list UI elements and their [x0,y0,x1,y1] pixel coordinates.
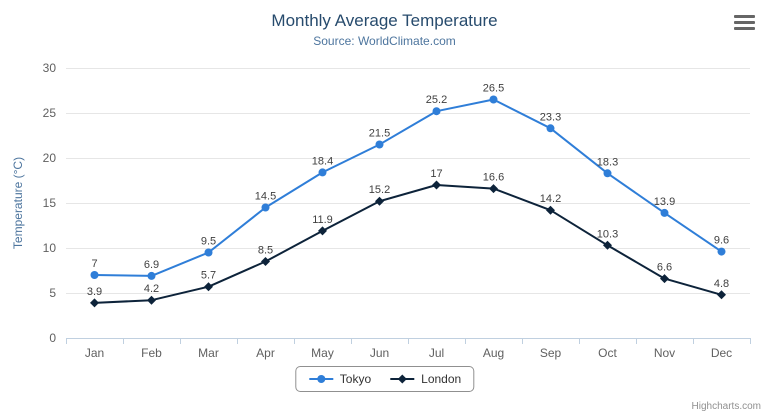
data-label: 8.5 [258,245,273,257]
data-label: 13.9 [654,196,675,208]
x-axis-tick-label: Aug [483,346,504,360]
data-label: 14.5 [255,191,276,203]
data-point-marker[interactable] [489,95,498,104]
data-point-marker[interactable] [432,180,441,190]
legend-item-london[interactable]: London [389,372,461,386]
data-point-marker[interactable] [204,248,213,257]
data-point-marker[interactable] [603,240,612,250]
data-point-marker[interactable] [261,203,270,212]
x-axis-tick-label: Apr [256,346,275,360]
data-label: 16.6 [483,172,504,184]
data-point-marker[interactable] [432,107,441,116]
series-line [93,184,723,304]
y-axis-tick-label: 30 [43,61,57,75]
data-point-marker[interactable] [717,290,726,300]
y-axis-tick-label: 5 [49,286,56,300]
x-axis-tick-label: Jan [85,346,104,360]
series-tokyo: 7 6.9 9.5 14.5 18.4 21.5 25.2 26.5 23.3 18.3 13.9 9… [90,83,729,280]
chart-title: Monthly Average Temperature [271,11,498,30]
data-point-marker[interactable] [660,208,669,217]
context-menu-button[interactable] [734,15,755,30]
data-point-marker[interactable] [318,226,327,236]
data-label: 9.5 [201,236,216,248]
x-axis-tick-label: Nov [654,346,675,360]
data-label: 21.5 [369,128,390,140]
data-point-marker[interactable] [261,257,270,266]
y-axis: 0 5 10 15 20 25 30 [43,61,750,345]
data-label: 11.9 [312,214,333,226]
data-point-marker[interactable] [660,274,669,284]
y-axis-tick-label: 25 [43,106,57,120]
data-label: 23.3 [540,111,561,123]
y-axis-title: Temperature (°C) [11,157,25,249]
data-point-marker[interactable] [489,184,498,194]
diamond-marker-icon [390,374,415,384]
data-point-marker[interactable] [204,282,213,292]
data-label: 18.4 [312,155,333,167]
x-axis-tick-label: May [311,346,334,360]
x-axis: Jan Feb Mar Apr May Jun Jul Aug Sep Oct Nov Dec [66,338,751,360]
hamburger-icon [734,15,755,18]
legend-label: London [421,372,462,386]
hamburger-icon [734,21,755,24]
credits-link[interactable]: Highcharts.com [691,401,761,412]
legend-label: Tokyo [339,372,372,386]
circle-marker-icon [308,375,333,383]
chart-subtitle: Source: WorldClimate.com [313,34,456,48]
data-point-marker[interactable] [717,247,726,256]
legend-marker [316,375,325,383]
legend-item-tokyo[interactable]: Tokyo [308,372,371,386]
data-label: 7 [91,258,97,270]
data-point-marker[interactable] [90,271,99,279]
x-axis-tick-label: Jul [429,346,444,360]
x-axis-tick-label: Dec [711,346,732,360]
data-label: 25.2 [426,94,447,106]
data-point-marker[interactable] [90,298,99,308]
x-axis-tick-label: Oct [598,346,617,360]
data-label: 4.2 [144,283,159,295]
data-label: 6.6 [657,262,672,274]
y-axis-tick-label: 20 [43,151,57,165]
legend: Tokyo London [294,366,475,392]
series-london: 3.9 4.2 5.7 8.5 11.9 15.2 17 16.6 14.2 10.3 6.6 4.8 [87,168,729,308]
data-point-marker[interactable] [147,271,156,280]
data-point-marker[interactable] [546,124,555,133]
y-axis-tick-label: 15 [43,196,57,210]
x-axis-tick-label: Mar [198,346,219,360]
data-label: 5.7 [201,270,216,282]
data-point-marker[interactable] [375,196,384,206]
data-point-marker[interactable] [147,295,156,305]
data-label: 14.2 [540,193,561,205]
x-axis-tick-label: Jun [370,346,389,360]
data-label: 17 [430,168,442,180]
data-label: 26.5 [483,83,504,95]
legend-marker [397,374,407,384]
data-point-marker[interactable] [375,140,384,149]
data-point-marker[interactable] [603,169,612,178]
data-label: 4.8 [714,278,729,290]
data-label: 10.3 [597,228,618,240]
data-label: 6.9 [144,259,159,271]
data-label: 9.6 [714,235,729,247]
series-line [93,98,723,277]
hamburger-icon [734,27,755,30]
data-point-marker[interactable] [318,168,327,177]
data-point-marker[interactable] [546,205,555,215]
data-label: 15.2 [369,184,390,196]
data-label: 18.3 [597,156,618,168]
x-axis-tick-label: Feb [141,346,162,360]
y-axis-tick-label: 10 [43,241,57,255]
data-label: 3.9 [87,286,102,298]
x-axis-tick-label: Sep [540,346,562,360]
y-axis-tick-label: 0 [49,331,56,345]
